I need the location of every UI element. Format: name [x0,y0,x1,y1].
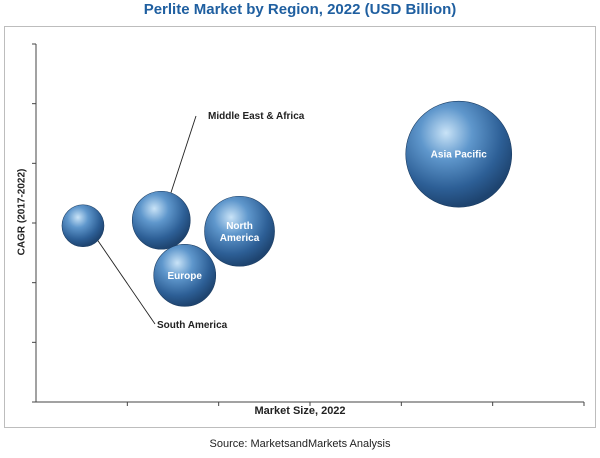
bubble-label-europe: Europe [168,271,203,282]
callout-label-south-america: South America [157,320,228,331]
bubble-asia-pacific [405,100,513,208]
bubble-labels: South America Middle East & Africa Europe N… [157,111,487,331]
callout-label-middle-east-africa: Middle East & Africa [208,111,305,122]
chart-title: Perlite Market by Region, 2022 (USD Bill… [143,1,457,18]
source-note: Source: MarketsandMarkets Analysis [209,438,391,450]
bubble-north-america [204,195,275,267]
chart-frame [4,26,596,428]
bubbles [61,100,513,307]
bubble-label-north-america: North [226,221,253,232]
bubble-europe [153,244,217,307]
bubble-label-north-america: America [220,233,260,244]
x-axis-label: Market Size, 2022 [254,405,346,417]
y-axis-label: CAGR (2017-2022) [16,168,28,256]
bubble-middle-east-africa [131,190,191,250]
axes [32,43,585,406]
bubble-south-america [61,204,105,248]
bubble-label-asia-pacific: Asia Pacific [431,150,488,161]
